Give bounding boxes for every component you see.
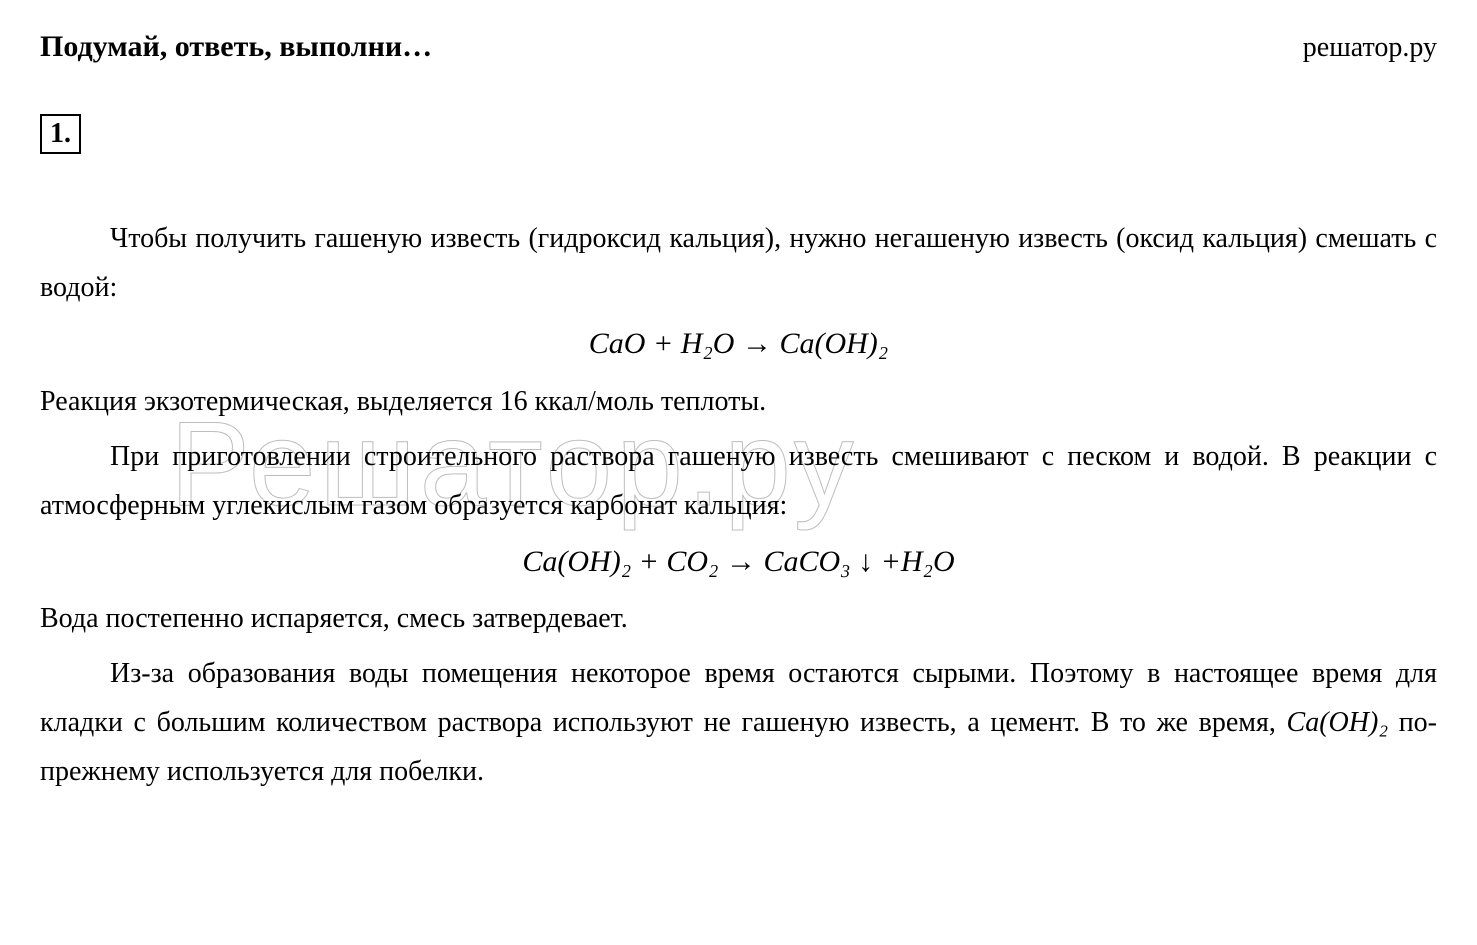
site-credit: решатор.ру — [1303, 32, 1437, 64]
paragraph-5a: Из-за образования воды помещения некотор… — [40, 658, 1437, 738]
task-number: 1. — [40, 114, 81, 154]
page-title: Подумай, ответь, выполни… — [40, 30, 432, 64]
inline-formula-1: Ca(OH)₂ — [1287, 707, 1389, 738]
equation-2: Ca(OH)₂ + CO₂ → CaCO₃ ↓ +H₂O — [40, 536, 1437, 589]
task-number-box: 1. — [40, 114, 1437, 214]
paragraph-3: При приготовлении строительного раствора… — [40, 432, 1437, 530]
body-text: Чтобы получить гашеную известь (гидрокси… — [40, 214, 1437, 796]
paragraph-2: Реакция экзотермическая, выделяется 16 к… — [40, 377, 1437, 426]
paragraph-4: Вода постепенно испаряется, смесь затвер… — [40, 594, 1437, 643]
document-page: Решатор.ру Подумай, ответь, выполни… реш… — [0, 0, 1477, 832]
equation-1: CaO + H₂O → Ca(OH)₂ — [40, 318, 1437, 371]
paragraph-1: Чтобы получить гашеную известь (гидрокси… — [40, 214, 1437, 312]
paragraph-5: Из-за образования воды помещения некотор… — [40, 649, 1437, 796]
content-layer: Подумай, ответь, выполни… решатор.ру 1. … — [40, 30, 1437, 796]
header-row: Подумай, ответь, выполни… решатор.ру — [40, 30, 1437, 64]
